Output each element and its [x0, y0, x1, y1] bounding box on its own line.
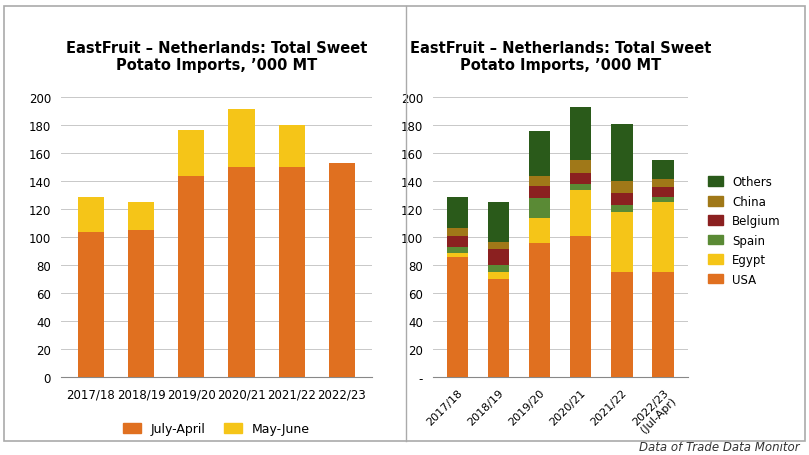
Bar [570, 237, 591, 378]
Bar [278, 168, 305, 378]
Bar [612, 193, 633, 206]
Bar [228, 168, 255, 378]
Bar [652, 273, 674, 378]
Bar [612, 182, 633, 193]
Bar [78, 197, 104, 233]
Bar [612, 125, 633, 182]
Bar [447, 197, 468, 228]
Bar [447, 253, 468, 258]
Bar [488, 266, 510, 273]
Bar [178, 177, 205, 378]
Bar [329, 164, 355, 378]
Bar [570, 190, 591, 237]
Bar [447, 258, 468, 378]
Bar [652, 203, 674, 273]
Legend: Others, China, Belgium, Spain, Egypt, USA: Others, China, Belgium, Spain, Egypt, US… [704, 171, 786, 291]
Legend: July-April, May-June: July-April, May-June [118, 417, 315, 440]
Bar [652, 179, 674, 187]
Bar [570, 161, 591, 174]
Bar [529, 243, 550, 378]
Bar [488, 249, 510, 266]
Bar [529, 186, 550, 199]
Bar [488, 242, 510, 249]
Bar [278, 126, 305, 168]
Bar [570, 174, 591, 185]
Bar [529, 177, 550, 186]
Bar [529, 199, 550, 218]
Bar [128, 203, 154, 231]
Bar [78, 233, 104, 378]
Bar [612, 213, 633, 273]
Bar [570, 108, 591, 161]
Bar [178, 130, 205, 177]
Bar [652, 161, 674, 179]
Bar [447, 248, 468, 253]
Bar [612, 273, 633, 378]
Bar [652, 197, 674, 203]
Bar [570, 185, 591, 190]
Bar [488, 280, 510, 378]
Bar [447, 237, 468, 248]
Text: Data of Trade Data Monitor: Data of Trade Data Monitor [638, 440, 799, 453]
Bar [488, 273, 510, 280]
Bar [529, 131, 550, 177]
Bar [128, 231, 154, 378]
Bar [488, 203, 510, 242]
Bar [447, 228, 468, 237]
Bar [228, 109, 255, 168]
Bar [612, 206, 633, 213]
Bar [652, 187, 674, 197]
Title: EastFruit – Netherlands: Total Sweet
Potato Imports, ’000 MT: EastFruit – Netherlands: Total Sweet Pot… [409, 41, 711, 73]
Bar [529, 218, 550, 243]
Title: EastFruit – Netherlands: Total Sweet
Potato Imports, ’000 MT: EastFruit – Netherlands: Total Sweet Pot… [66, 41, 367, 73]
